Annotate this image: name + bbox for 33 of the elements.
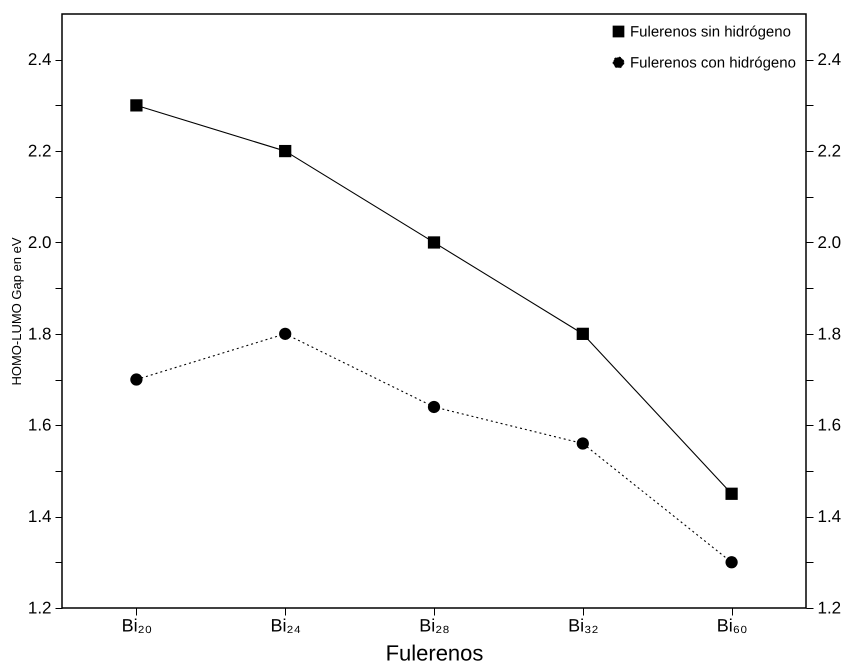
x-tick-label: Bi₆₀: [716, 616, 748, 636]
y-tick-label: 1.4: [28, 507, 52, 526]
point: [576, 437, 589, 450]
point: [279, 328, 292, 340]
y-tick-label: 2.4: [28, 50, 52, 70]
y-tick-label: 1.2: [28, 598, 52, 618]
y-tick-label: 2.0: [28, 232, 52, 252]
y2-tick-label: 1.2: [818, 598, 842, 618]
y2-tick-label: 2.0: [818, 232, 842, 252]
y-tick-label: 1.8: [28, 324, 52, 344]
y2-tick-label: 1.8: [818, 324, 842, 344]
y-axis-title: HOMO-LUMO Gap en eV: [8, 237, 24, 386]
y-tick-label: 2.2: [28, 142, 52, 161]
point: [428, 236, 440, 249]
point: [576, 328, 589, 340]
legend-label: Fulerenos con hidrógeno: [630, 54, 796, 72]
y2-tick-label: 2.2: [818, 142, 842, 161]
y-tick-label: 1.6: [28, 416, 52, 435]
point: [130, 373, 143, 386]
legend-label: Fulerenos sin hidrógeno: [630, 24, 791, 40]
point: [725, 556, 738, 568]
x-tick-label: Bi₂₄: [270, 616, 301, 636]
x-tick-label: Bi₂₀: [122, 616, 152, 636]
point: [428, 400, 440, 414]
y2-tick-label: 1.6: [818, 416, 842, 435]
point: [725, 488, 738, 500]
x-axis-title: Fulerenos: [386, 640, 484, 666]
x-tick-label: Bi₃₂: [568, 616, 598, 636]
x-tick-label: Bi₂₈: [419, 616, 450, 636]
point: [130, 99, 143, 112]
y2-tick-label: 1.4: [818, 507, 842, 526]
y2-tick-label: 2.4: [818, 50, 842, 70]
point: [279, 144, 292, 158]
